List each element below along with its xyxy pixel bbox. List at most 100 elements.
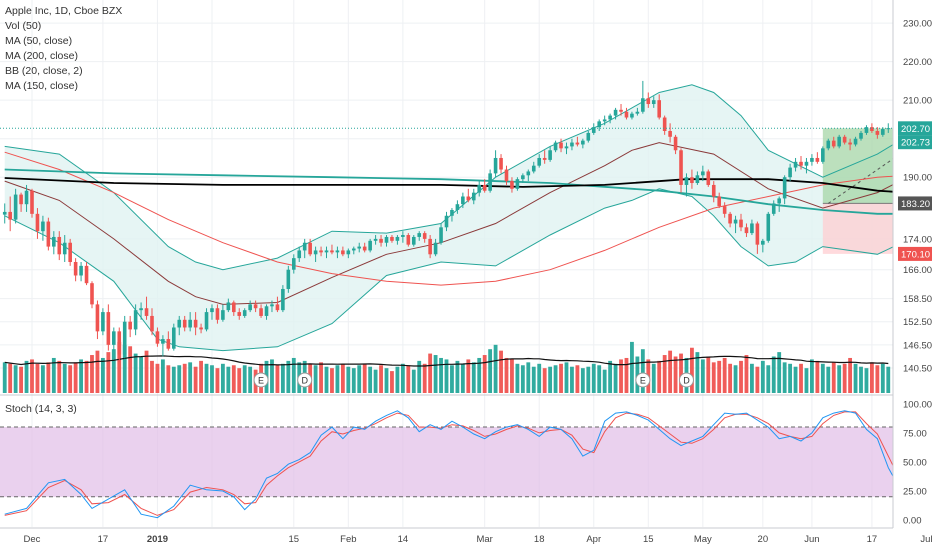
- candle-body: [771, 203, 776, 214]
- candle-body: [466, 196, 471, 201]
- event-marker[interactable]: E: [635, 372, 651, 388]
- candle-body: [804, 161, 809, 166]
- volume-bar: [793, 366, 798, 393]
- candle: [259, 304, 263, 318]
- candle-body: [133, 310, 138, 330]
- price-tag-bg: [898, 196, 932, 211]
- candle: [673, 134, 678, 155]
- candle-body: [319, 250, 323, 253]
- candle-body: [324, 250, 329, 253]
- event-marker[interactable]: D: [678, 372, 694, 388]
- candle: [461, 192, 465, 209]
- volume-bar: [19, 366, 23, 393]
- candle: [341, 246, 345, 257]
- candle-body: [782, 177, 787, 199]
- legend-symbol-title[interactable]: Apple Inc, 1D, Cboe BZX: [5, 5, 123, 17]
- volume-bar: [428, 353, 433, 393]
- stoch-d-line: [4, 411, 932, 516]
- candle-body: [411, 236, 416, 245]
- ma150-line: [4, 177, 932, 196]
- volume-bar: [477, 357, 482, 393]
- candle-body: [739, 219, 743, 228]
- candle: [450, 208, 454, 222]
- candle-body: [613, 109, 618, 116]
- candle: [559, 138, 563, 153]
- candle-body: [150, 315, 154, 332]
- candle-body: [177, 319, 182, 328]
- candle: [701, 165, 705, 182]
- candle-body: [373, 238, 378, 241]
- candle-body: [139, 308, 143, 311]
- candle-body: [581, 140, 585, 145]
- candle-body: [624, 111, 629, 118]
- volume-bar: [619, 359, 623, 393]
- volume-bar: [466, 359, 471, 393]
- volume-bar: [368, 366, 373, 393]
- candle-body: [553, 142, 558, 151]
- volume-bar: [90, 355, 94, 393]
- volume-bar: [433, 355, 438, 393]
- candle-body: [275, 304, 280, 311]
- candle: [117, 327, 122, 363]
- volume-bar: [499, 350, 503, 393]
- candle: [875, 127, 880, 139]
- candle: [13, 188, 18, 224]
- candle-body: [172, 327, 176, 349]
- stoch-zone: [0, 427, 893, 497]
- candle-body: [591, 127, 596, 133]
- volume-bar: [706, 356, 711, 393]
- event-marker[interactable]: D: [297, 372, 313, 388]
- candle-body: [837, 136, 841, 147]
- candle: [193, 312, 198, 336]
- volume-bar: [210, 365, 214, 393]
- time-tick-label: 2019: [147, 534, 168, 545]
- candle-body: [73, 262, 78, 276]
- candle-body: [122, 321, 127, 355]
- time-tick-label: Jun: [804, 534, 819, 545]
- legend-ma50[interactable]: MA (50, close): [5, 35, 73, 47]
- legend-volume[interactable]: Vol (50): [5, 20, 42, 32]
- candle-body: [450, 209, 454, 216]
- candle: [357, 242, 362, 253]
- candle-body: [128, 321, 132, 330]
- candle-body: [264, 306, 269, 316]
- volume-bar: [695, 352, 700, 393]
- candle-body: [281, 288, 285, 311]
- candle: [112, 327, 116, 351]
- volume-bar: [417, 360, 422, 393]
- candle-body: [422, 233, 427, 239]
- legend-bb[interactable]: BB (20, close, 2): [5, 65, 83, 77]
- volume-bar: [755, 366, 760, 393]
- candle-body: [630, 113, 634, 118]
- bb-upper-line: [4, 84, 932, 271]
- volume-bar: [237, 368, 242, 393]
- candle-body: [291, 258, 296, 270]
- candle: [635, 107, 640, 116]
- volume-bar: [455, 360, 460, 393]
- volume-bar: [771, 356, 776, 393]
- volume-bar: [864, 368, 869, 393]
- candle-body: [302, 242, 307, 251]
- candle: [870, 123, 874, 133]
- price-tag-bg: [898, 121, 932, 136]
- candle: [777, 196, 781, 212]
- candle-body: [750, 223, 754, 234]
- candle: [242, 308, 247, 318]
- legend-ma150[interactable]: MA (150, close): [5, 80, 78, 92]
- volume-bar: [564, 362, 569, 393]
- candle-body: [79, 265, 83, 276]
- volume-bar: [602, 369, 607, 393]
- stoch-legend[interactable]: Stoch (14, 3, 3): [5, 403, 77, 415]
- volume-bar: [875, 365, 880, 393]
- volume-bar: [286, 360, 291, 393]
- candle-body: [755, 223, 760, 245]
- stoch-tick-label: 0.00: [903, 516, 922, 527]
- time-tick-label: Jul: [920, 534, 932, 545]
- candle-body: [679, 150, 683, 185]
- candle-body: [417, 233, 422, 237]
- event-marker[interactable]: E: [253, 372, 269, 388]
- price-tick-label: 190.00: [903, 173, 932, 184]
- legend-ma200[interactable]: MA (200, close): [5, 50, 78, 62]
- volume-bar: [597, 365, 602, 393]
